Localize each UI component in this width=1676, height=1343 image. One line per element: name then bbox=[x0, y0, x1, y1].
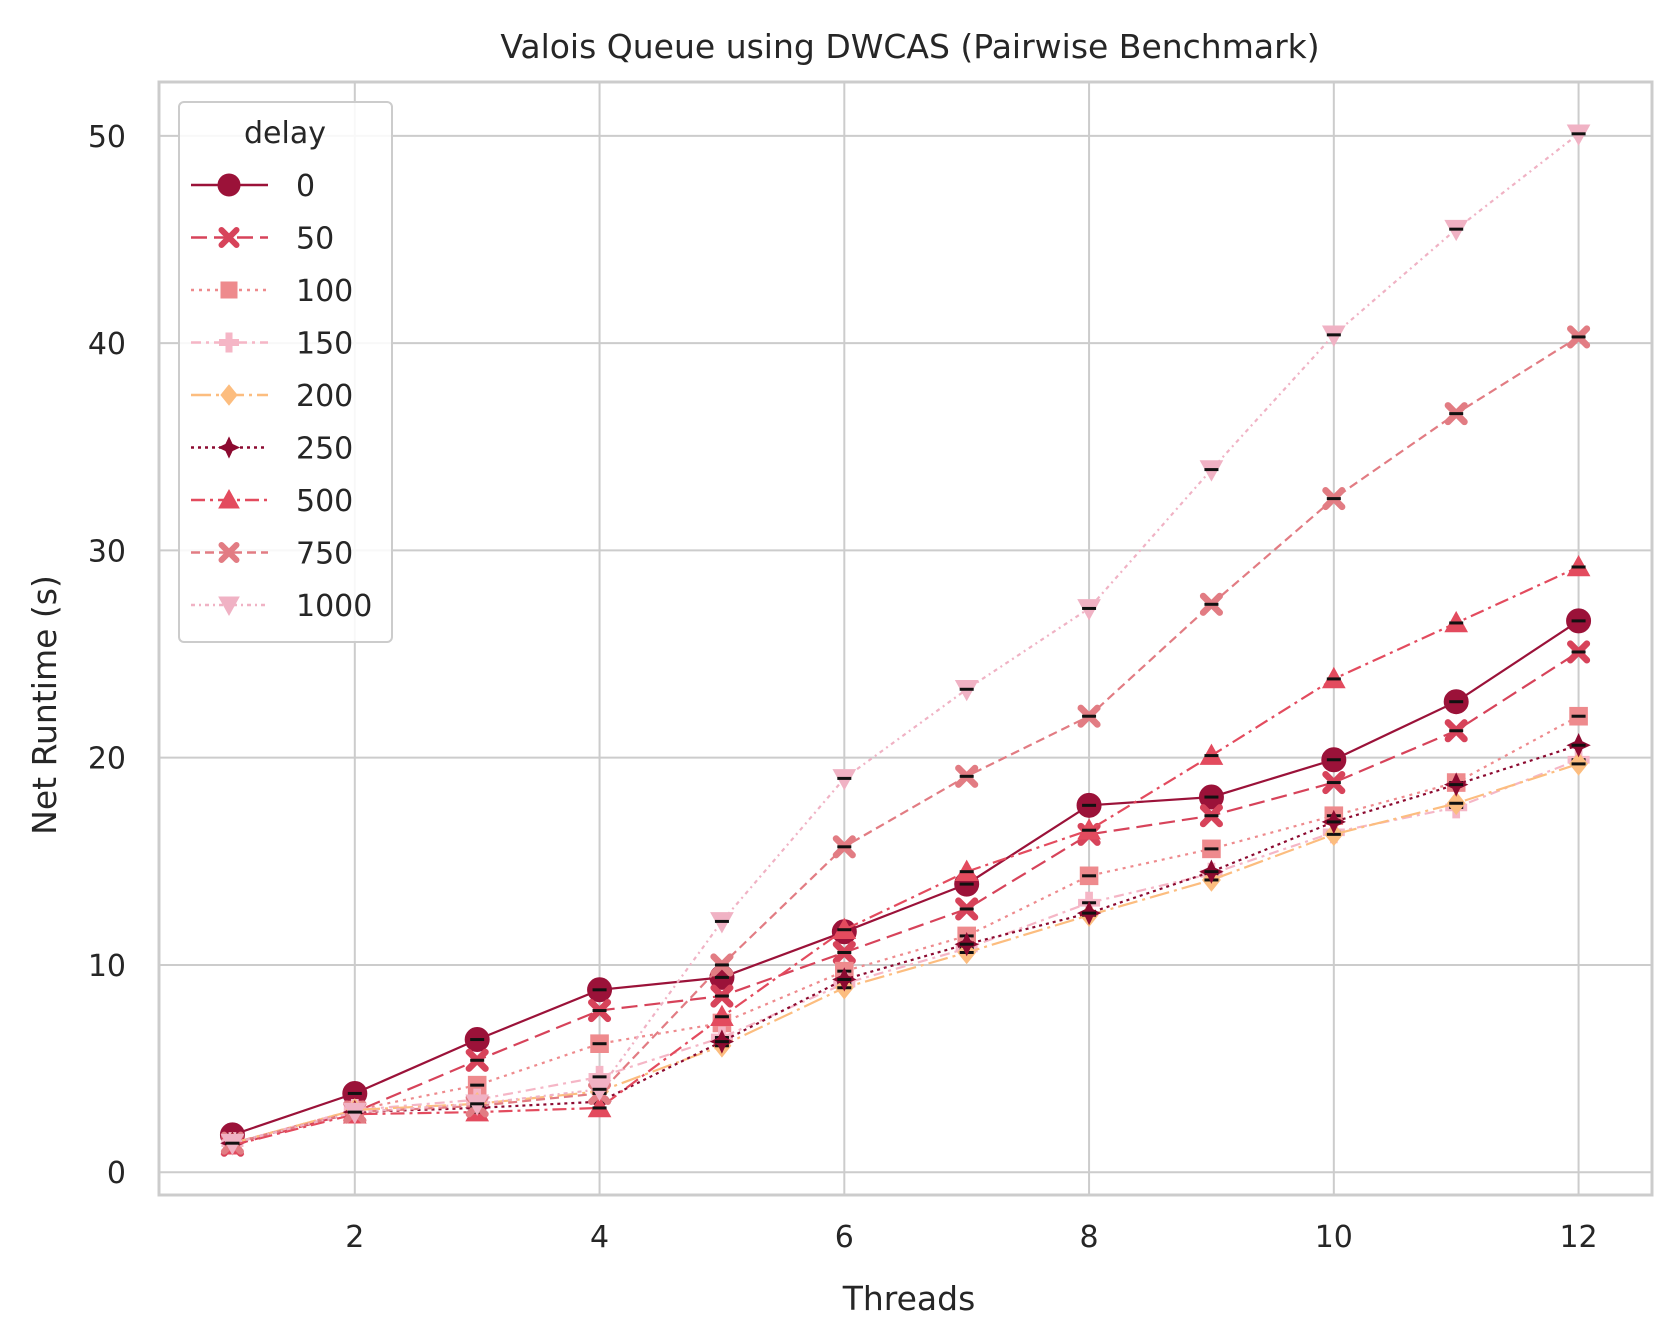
legend-marker bbox=[220, 281, 238, 299]
x-tick-label: 4 bbox=[590, 1220, 609, 1255]
series-150 bbox=[221, 748, 1590, 1155]
legend-entry: 500 bbox=[191, 484, 353, 519]
series-line-200 bbox=[232, 762, 1579, 1145]
series-200 bbox=[222, 752, 1589, 1155]
legend-label: 250 bbox=[296, 432, 353, 467]
legend-entry: 250 bbox=[191, 432, 353, 467]
legend-label: 100 bbox=[296, 274, 353, 309]
x-tick-label: 8 bbox=[1080, 1220, 1099, 1255]
series-line-150 bbox=[232, 758, 1579, 1145]
legend-entry: 150 bbox=[191, 327, 353, 362]
legend-label: 50 bbox=[296, 222, 334, 257]
series-layer bbox=[219, 124, 1592, 1157]
legend-entry: 1000 bbox=[191, 589, 372, 624]
grid-lines bbox=[159, 82, 1652, 1195]
series-1000 bbox=[220, 124, 1591, 1156]
series-0 bbox=[219, 608, 1592, 1148]
legend-marker bbox=[219, 332, 239, 353]
legend-marker bbox=[217, 173, 241, 197]
series-line-750 bbox=[232, 335, 1580, 1145]
legend-label: 1000 bbox=[296, 589, 372, 624]
plot-area bbox=[157, 80, 1654, 1197]
x-axis-label: Threads bbox=[842, 1279, 976, 1318]
series-line-500 bbox=[232, 565, 1580, 1147]
y-tick-label: 0 bbox=[107, 1156, 126, 1191]
legend-label: 500 bbox=[296, 484, 353, 519]
series-line-1000 bbox=[232, 132, 1580, 1145]
legend-entry: 750 bbox=[191, 537, 353, 572]
legend-label: 0 bbox=[296, 169, 315, 204]
series-line-0 bbox=[232, 619, 1580, 1136]
x-tick-label: 10 bbox=[1315, 1220, 1353, 1255]
series-250 bbox=[220, 733, 1591, 1156]
legend-entry: 50 bbox=[191, 222, 334, 257]
legend-entry: 200 bbox=[191, 379, 353, 414]
legend-entry: 100 bbox=[191, 274, 353, 309]
y-axis-label: Net Runtime (s) bbox=[25, 575, 64, 835]
legend-label: 200 bbox=[296, 379, 353, 414]
legend-title: delay bbox=[244, 116, 326, 151]
x-tick-label: 12 bbox=[1559, 1220, 1597, 1255]
series-100 bbox=[223, 706, 1588, 1153]
legend-marker bbox=[218, 488, 240, 509]
legend-entry: 0 bbox=[191, 169, 315, 204]
series-line-250 bbox=[232, 744, 1579, 1145]
chart-title: Valois Queue using DWCAS (Pairwise Bench… bbox=[500, 27, 1319, 66]
x-tick-label: 6 bbox=[835, 1220, 854, 1255]
tick-labels: 2 4 6 8 10 12 0 10 20 30 40 50 bbox=[88, 120, 1598, 1255]
series-line-50 bbox=[232, 651, 1580, 1147]
series-500 bbox=[220, 554, 1591, 1155]
legend-marker bbox=[217, 436, 241, 459]
series-50 bbox=[220, 640, 1591, 1157]
y-tick-label: 50 bbox=[88, 120, 126, 155]
y-tick-label: 30 bbox=[88, 534, 126, 569]
legend-marker bbox=[218, 596, 240, 617]
y-tick-label: 40 bbox=[88, 327, 126, 362]
legend: delay 0 50 100 150 200 250 500 750 1000 bbox=[178, 101, 393, 643]
legend-label: 150 bbox=[296, 327, 353, 362]
legend-marker bbox=[218, 227, 240, 248]
legend-label: 750 bbox=[296, 537, 353, 572]
y-tick-label: 10 bbox=[88, 949, 126, 984]
series-750 bbox=[220, 325, 1591, 1155]
legend-marker bbox=[218, 542, 240, 563]
legend-marker bbox=[220, 384, 238, 406]
legend-box bbox=[178, 101, 393, 643]
x-tick-label: 2 bbox=[345, 1220, 364, 1255]
y-tick-label: 20 bbox=[88, 742, 126, 777]
